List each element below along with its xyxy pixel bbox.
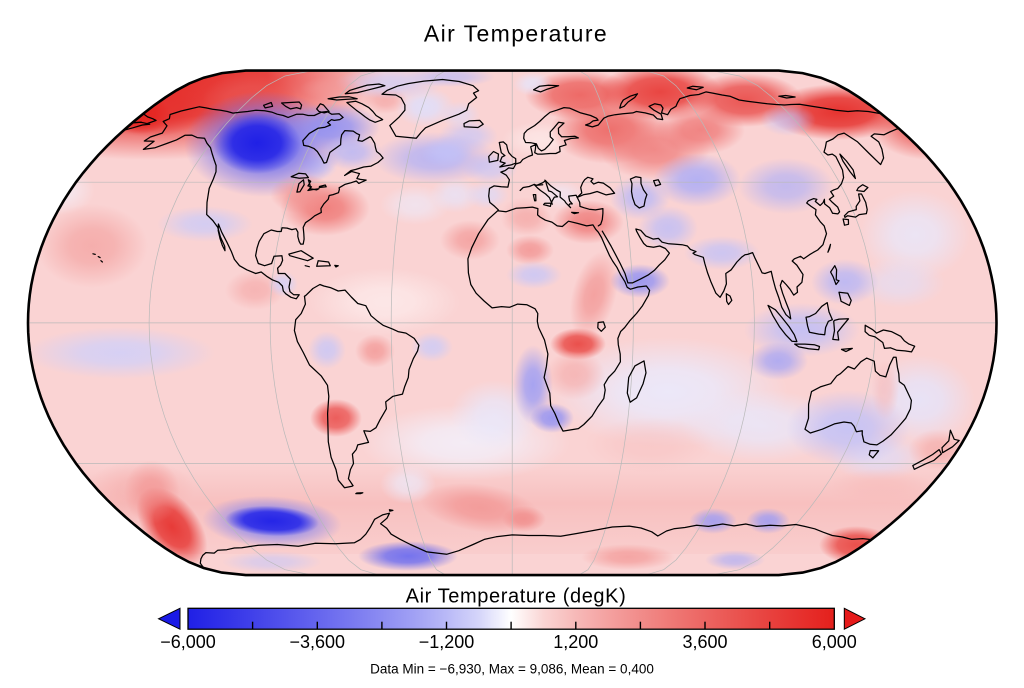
svg-text:6,000: 6,000: [812, 632, 857, 652]
svg-text:−6,000: −6,000: [160, 632, 216, 652]
svg-text:Data Min = −6,930, Max = 9,086: Data Min = −6,930, Max = 9,086, Mean = 0…: [370, 662, 654, 677]
svg-text:−1,200: −1,200: [419, 632, 475, 652]
svg-text:1,200: 1,200: [553, 632, 598, 652]
svg-text:Air Temperature: Air Temperature: [424, 21, 608, 47]
svg-text:−3,600: −3,600: [290, 632, 346, 652]
svg-text:3,600: 3,600: [682, 632, 727, 652]
svg-text:Air Temperature (degK): Air Temperature (degK): [406, 586, 627, 608]
